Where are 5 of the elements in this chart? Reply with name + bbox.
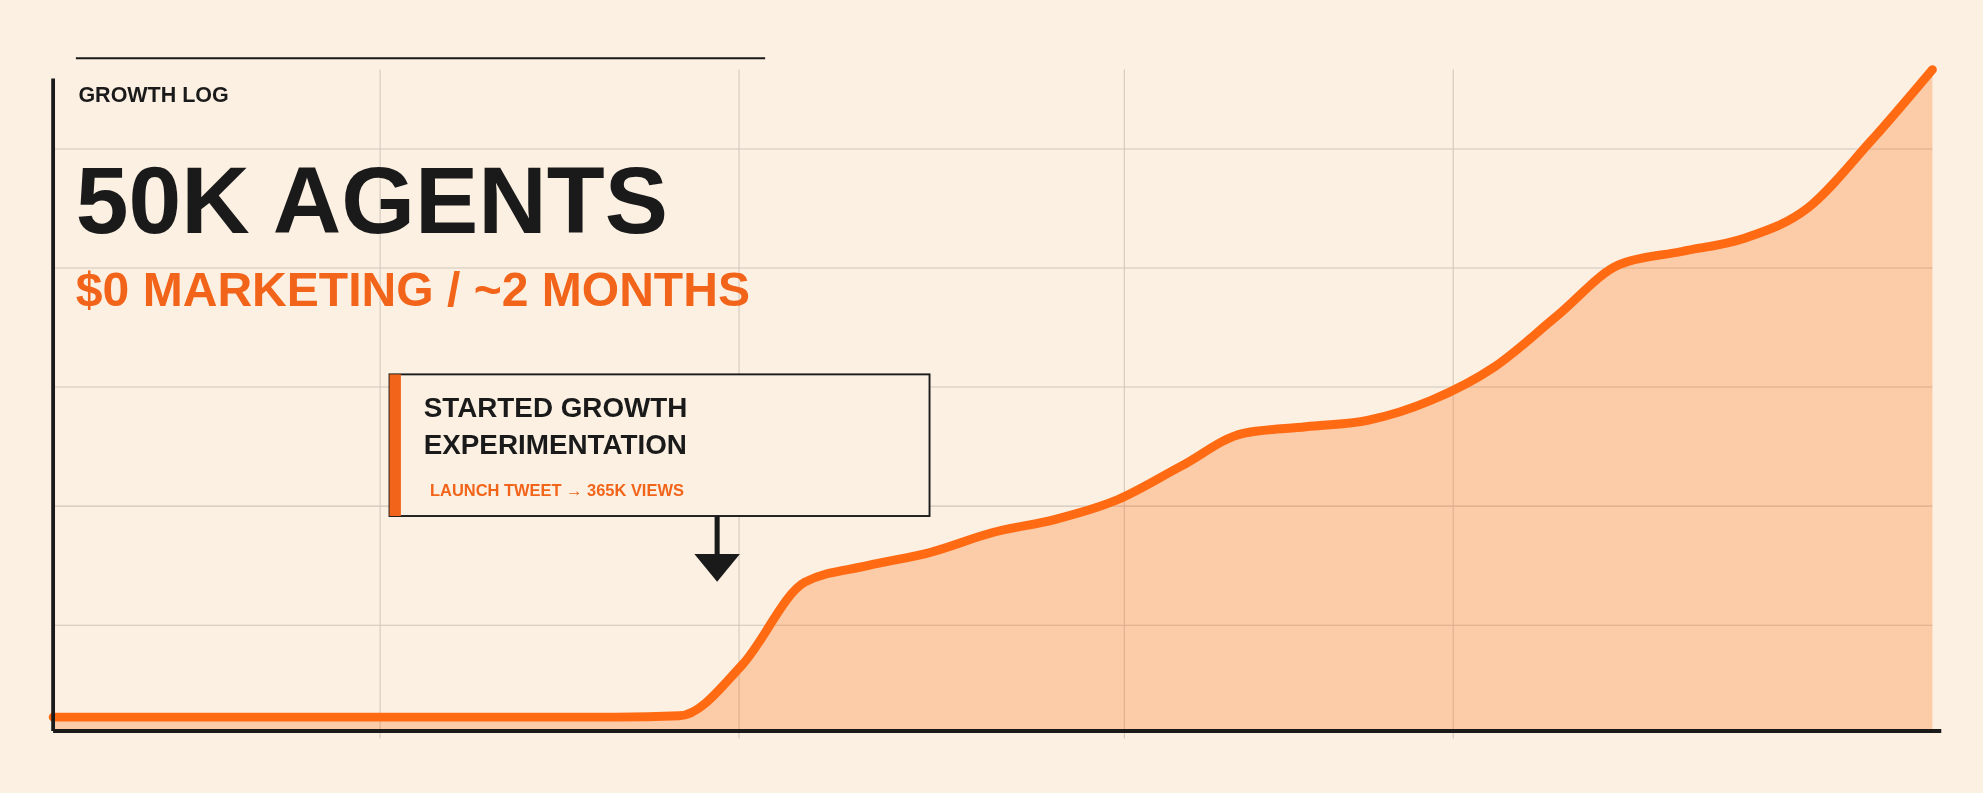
annotation: LAUNCH TWEET → 365K VIEWS	[429, 480, 684, 499]
annotation: STARTED GROWTH EXPERIMENTATION	[423, 391, 689, 463]
text: 50K AGENTS	[75, 146, 668, 253]
annotation: GROWTH LOG	[78, 83, 229, 108]
text: $0 MARKETING / ~2 MONTHS	[75, 263, 750, 317]
